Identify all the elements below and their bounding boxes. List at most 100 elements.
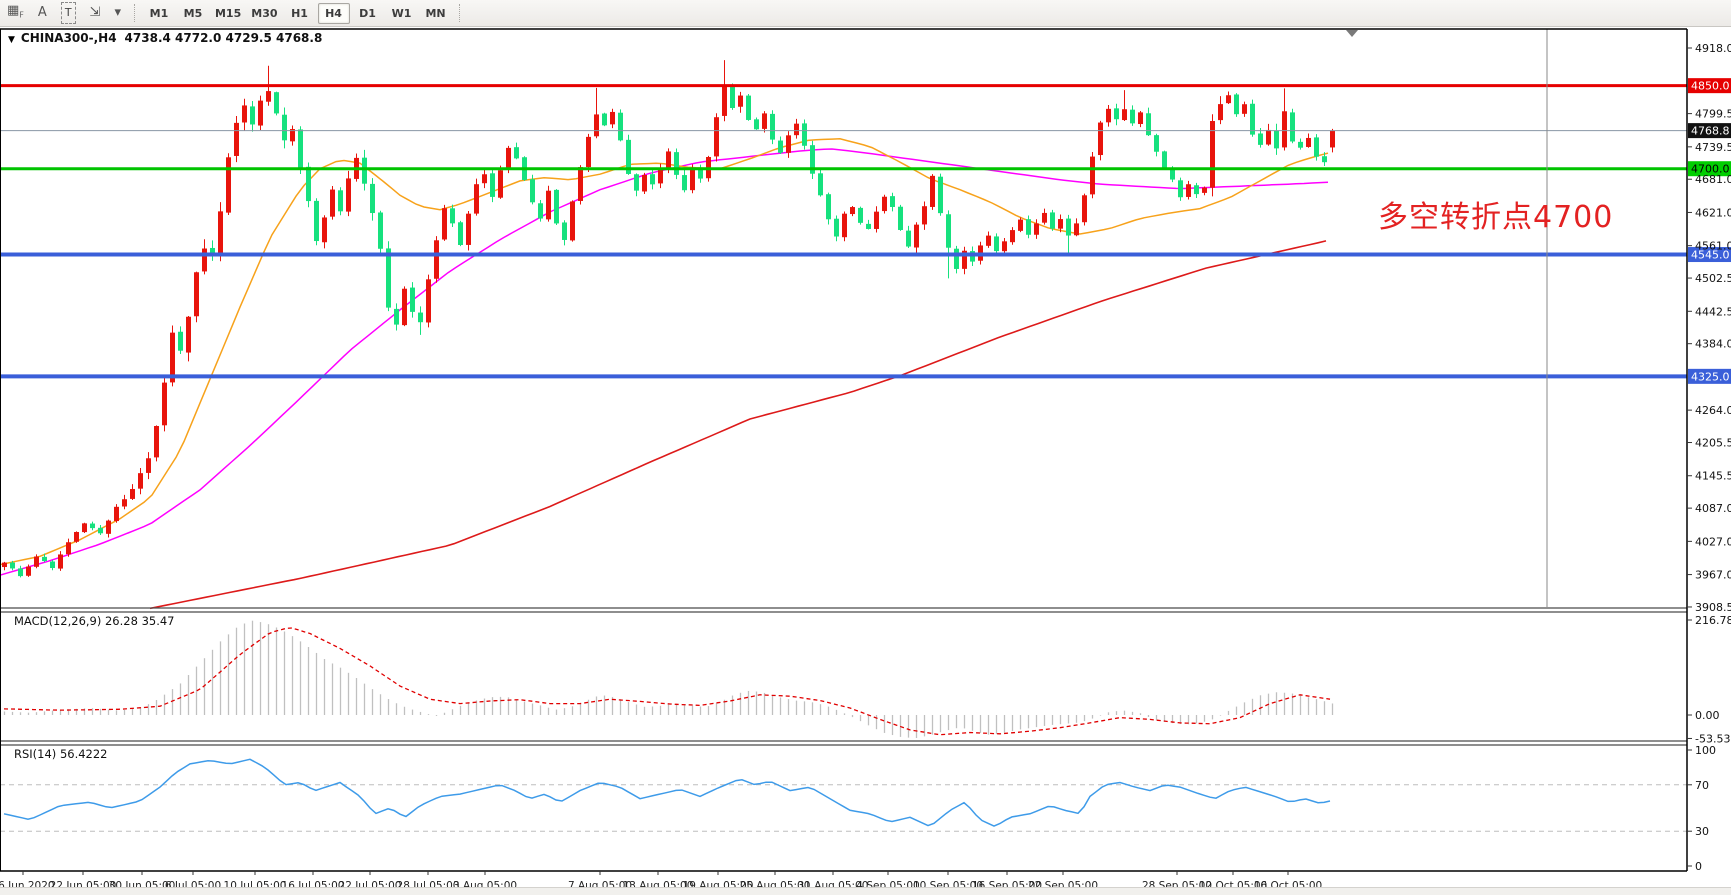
candle (530, 179, 535, 203)
candle (450, 208, 455, 224)
candle (1186, 184, 1191, 197)
candle (682, 175, 687, 191)
macd-label: MACD(12,26,9) 26.28 35.47 (14, 614, 175, 628)
candle (1002, 241, 1007, 252)
candle (74, 532, 79, 542)
candle (1026, 219, 1031, 235)
ma-slow-line (149, 240, 1327, 610)
timeframe-button-w1[interactable]: W1 (391, 6, 412, 20)
candle (562, 222, 567, 240)
candle (274, 92, 279, 114)
candle (34, 556, 39, 567)
candle (250, 106, 255, 125)
candle (874, 211, 879, 229)
candle (442, 208, 447, 240)
candle (730, 87, 735, 108)
price-level-badge (1688, 123, 1731, 139)
candle (466, 213, 471, 245)
font-icon[interactable]: A (37, 5, 47, 20)
rsi-line (3, 758, 1331, 827)
chart-shift-marker (1346, 30, 1358, 37)
candle (1082, 195, 1087, 223)
candle (610, 111, 615, 125)
candle (898, 206, 903, 230)
candle (1258, 133, 1263, 145)
price-tick-label: 4621.0 (1695, 206, 1731, 219)
candle (1130, 109, 1135, 124)
candle (498, 170, 503, 198)
candle (882, 196, 887, 212)
timeframe-button-mn[interactable]: MN (425, 6, 446, 20)
price-tick-label: 4087.0 (1695, 502, 1731, 515)
candle (834, 218, 839, 237)
price-tick-label: 4027.0 (1695, 535, 1731, 548)
candle (650, 174, 655, 185)
timeframe-button-m15[interactable]: M15 (214, 6, 242, 20)
price-level-badge-text: 4850.0 (1691, 80, 1730, 93)
candle (1330, 130, 1335, 148)
status-strip (0, 887, 1731, 895)
toolbar: ▦F A T ⇲ ▾ M1 M5 M15 M30 H1 H4 D1 W1 MN (0, 0, 1731, 27)
price-tick-label: 3967.0 (1695, 569, 1731, 582)
timeframe-button-h4[interactable]: H4 (317, 2, 350, 24)
candle (266, 91, 271, 102)
symbols-grid-icon[interactable]: ▦F (7, 2, 24, 20)
timeframe-button-h1[interactable]: H1 (291, 6, 308, 20)
candle (26, 566, 31, 576)
candle (162, 382, 167, 426)
candle (394, 308, 399, 325)
candle (858, 207, 863, 223)
timeframe-button-d1[interactable]: D1 (359, 6, 376, 20)
candle (626, 139, 631, 174)
candle (722, 86, 727, 116)
candle (314, 200, 319, 242)
candle (1090, 156, 1095, 195)
candle (746, 95, 751, 120)
candle (762, 113, 767, 129)
candle (1050, 212, 1055, 229)
candle (770, 113, 775, 140)
candle (890, 196, 895, 207)
candle (202, 248, 207, 272)
timeframe-button-m30[interactable]: M30 (251, 6, 278, 20)
candle (242, 105, 247, 123)
candle (178, 331, 183, 351)
candle (690, 167, 695, 191)
candle (170, 332, 175, 383)
candle (546, 190, 551, 220)
symbol-timeframe-label: CHINA300-,H4 (20, 31, 117, 45)
candle (642, 174, 647, 192)
candle (10, 562, 15, 569)
candle (506, 147, 511, 170)
text-label-icon[interactable]: T (60, 2, 76, 24)
candle (1306, 137, 1311, 147)
price-tick-label: 4561.0 (1695, 240, 1731, 253)
dropdown-caret-icon[interactable]: ▾ (114, 5, 121, 20)
timeframe-button-m1[interactable]: M1 (149, 6, 169, 20)
candle (1226, 95, 1231, 104)
candle (674, 152, 679, 175)
candle (378, 212, 383, 249)
candle (386, 248, 391, 308)
candle (1114, 108, 1119, 120)
candle (866, 223, 871, 229)
candle (130, 488, 135, 499)
candle (370, 183, 375, 214)
chart-canvas[interactable]: 4850.0 4768.8 4700.0 4545.0 4325.0 4918.0 4799… (0, 27, 1731, 895)
cursor-objects-icon[interactable]: ⇲ (89, 5, 101, 20)
candle (410, 287, 415, 312)
candle (82, 523, 87, 533)
chart-dropdown-icon[interactable]: ▼ (8, 35, 15, 45)
candle (1058, 219, 1063, 229)
price-level-badge (1688, 78, 1731, 94)
candle (218, 211, 223, 257)
candle (330, 189, 335, 217)
candle (850, 207, 855, 215)
candle (1274, 130, 1279, 149)
candle (930, 175, 935, 207)
candle (18, 568, 23, 577)
timeframe-button-m5[interactable]: M5 (183, 6, 203, 20)
candle (490, 173, 495, 197)
price-tick-label: 4681.0 (1695, 173, 1731, 186)
